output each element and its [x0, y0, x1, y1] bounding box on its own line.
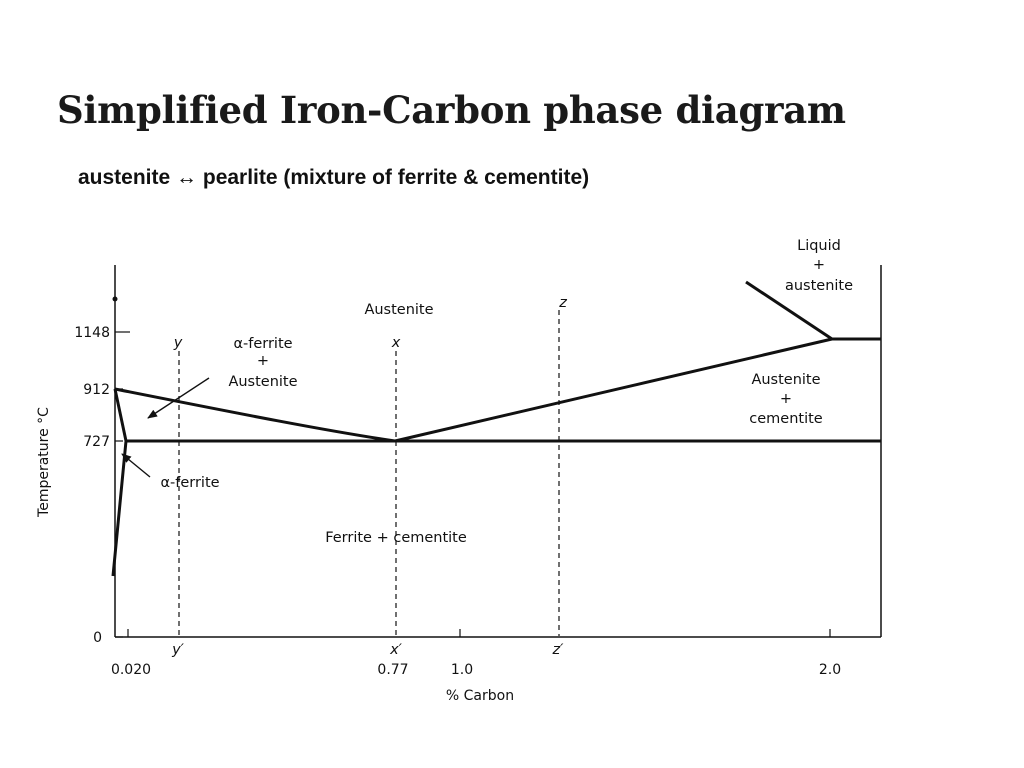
- marker-x-prime: x′: [389, 642, 403, 658]
- region-alpha-austenite-l3: Austenite: [228, 374, 297, 390]
- region-alpha-austenite-l1: α-ferrite: [233, 336, 292, 352]
- marker-y-prime: y′: [171, 642, 185, 658]
- x-tick-077: 0.77: [377, 662, 408, 678]
- y-tick-0: 0: [93, 630, 102, 646]
- y-axis-label: Temperature °C: [36, 407, 52, 518]
- axis-top-dot: [112, 296, 118, 302]
- region-ferrite-cementite: Ferrite + cementite: [325, 530, 467, 546]
- slide-subtitle: austenite ↔ pearlite (mixture of ferrite…: [78, 166, 590, 189]
- leader-arrow-alpha-austenite: [147, 377, 210, 419]
- phase-diagram-frame: 1148 912 727 0 Temperature °C 0.020 0.77…: [26, 226, 888, 708]
- region-alpha-ferrite: α-ferrite: [160, 475, 219, 491]
- y-tick-727: 727: [83, 434, 110, 450]
- a3-boundary-line: [114, 387, 396, 443]
- phase-diagram: 1148 912 727 0 Temperature °C 0.020 0.77…: [36, 238, 882, 704]
- x-tick-10: 1.0: [451, 662, 473, 678]
- region-alpha-austenite-l2: +: [257, 353, 269, 369]
- liquidus-line: [745, 280, 833, 341]
- y-tick-912: 912: [83, 382, 110, 398]
- region-liquid-austenite-l3: austenite: [785, 278, 853, 294]
- region-austenite: Austenite: [364, 302, 433, 318]
- slide-title: Simplified Iron-Carbon phase diagram: [57, 88, 846, 132]
- region-liquid-austenite-l1: Liquid: [797, 238, 841, 254]
- marker-x: x: [391, 335, 401, 351]
- y-tick-1148: 1148: [74, 325, 110, 341]
- marker-z: z: [558, 295, 567, 311]
- x-axis-label: % Carbon: [446, 688, 514, 704]
- marker-z-prime: z′: [552, 642, 565, 658]
- region-austenite-cementite-l2: +: [780, 391, 792, 407]
- marker-y: y: [173, 335, 183, 351]
- acm-boundary-line: [394, 337, 833, 443]
- x-tick-20: 2.0: [819, 662, 841, 678]
- leader-arrow-alpha-ferrite: [121, 453, 151, 478]
- region-austenite-cementite-l3: cementite: [749, 411, 823, 427]
- region-austenite-cementite-l1: Austenite: [751, 372, 820, 388]
- ferrite-boundary-line: [111, 388, 128, 577]
- region-liquid-austenite-l2: +: [813, 257, 825, 273]
- x-tick-0020: 0.020: [111, 662, 151, 678]
